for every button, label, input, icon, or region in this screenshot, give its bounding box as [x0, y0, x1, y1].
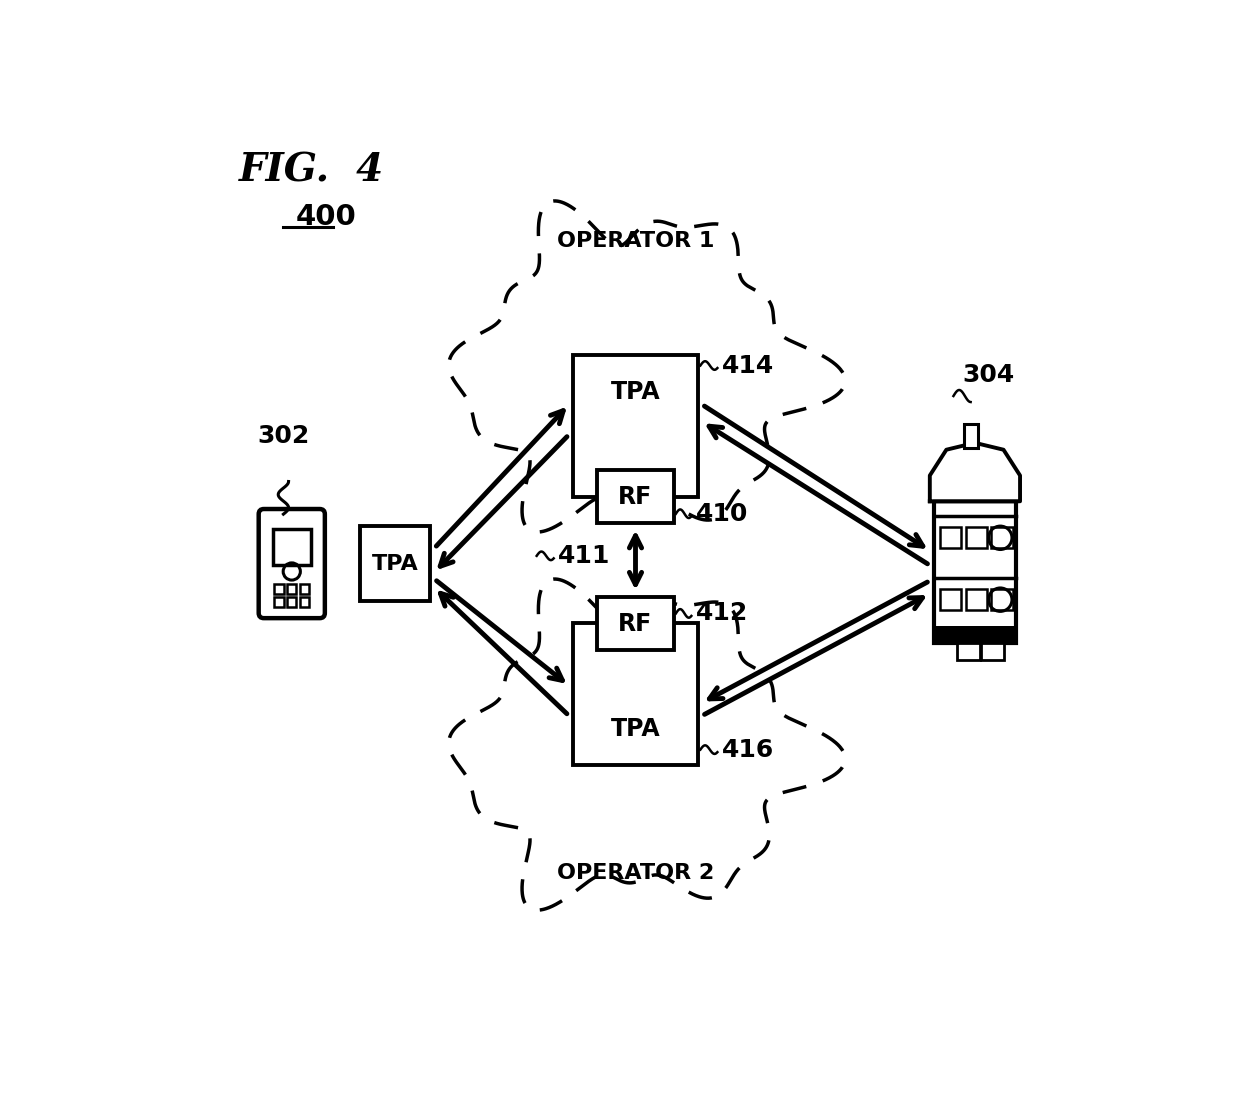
Text: 400: 400 [296, 203, 357, 231]
Text: 411: 411 [558, 543, 610, 568]
Text: OPERATOR 2: OPERATOR 2 [557, 863, 714, 883]
Text: 302: 302 [258, 424, 310, 448]
Bar [991, 527, 1013, 548]
Text: 412: 412 [696, 602, 748, 625]
Polygon shape [449, 579, 846, 911]
Text: TPA: TPA [372, 554, 418, 574]
Bar [596, 470, 675, 523]
Polygon shape [930, 443, 1021, 501]
Bar [963, 424, 978, 448]
Text: 304: 304 [962, 364, 1014, 387]
Bar [940, 527, 961, 548]
Bar [957, 643, 980, 661]
Bar [286, 597, 296, 607]
Text: FIG.  4: FIG. 4 [238, 151, 383, 189]
Bar [940, 589, 961, 610]
Bar [573, 355, 698, 497]
Bar [966, 527, 987, 548]
Bar [286, 585, 296, 594]
Text: 410: 410 [696, 502, 748, 526]
Bar [982, 643, 1004, 661]
Bar [274, 597, 284, 607]
Bar [934, 626, 1016, 643]
FancyBboxPatch shape [259, 509, 325, 618]
Bar [273, 529, 311, 565]
Text: 414: 414 [722, 354, 774, 377]
Text: RF: RF [619, 612, 652, 636]
Bar [300, 585, 310, 594]
Text: TPA: TPA [610, 716, 661, 741]
Bar [934, 501, 1016, 643]
Text: TPA: TPA [610, 379, 661, 404]
Text: 416: 416 [722, 738, 774, 761]
Bar [274, 585, 284, 594]
Bar [991, 589, 1013, 610]
Bar [300, 597, 310, 607]
Bar [360, 526, 430, 602]
Bar [966, 589, 987, 610]
Bar [596, 597, 675, 651]
Bar [573, 624, 698, 766]
Text: OPERATOR 1: OPERATOR 1 [557, 231, 714, 251]
Text: RF: RF [619, 484, 652, 509]
Polygon shape [449, 201, 846, 532]
